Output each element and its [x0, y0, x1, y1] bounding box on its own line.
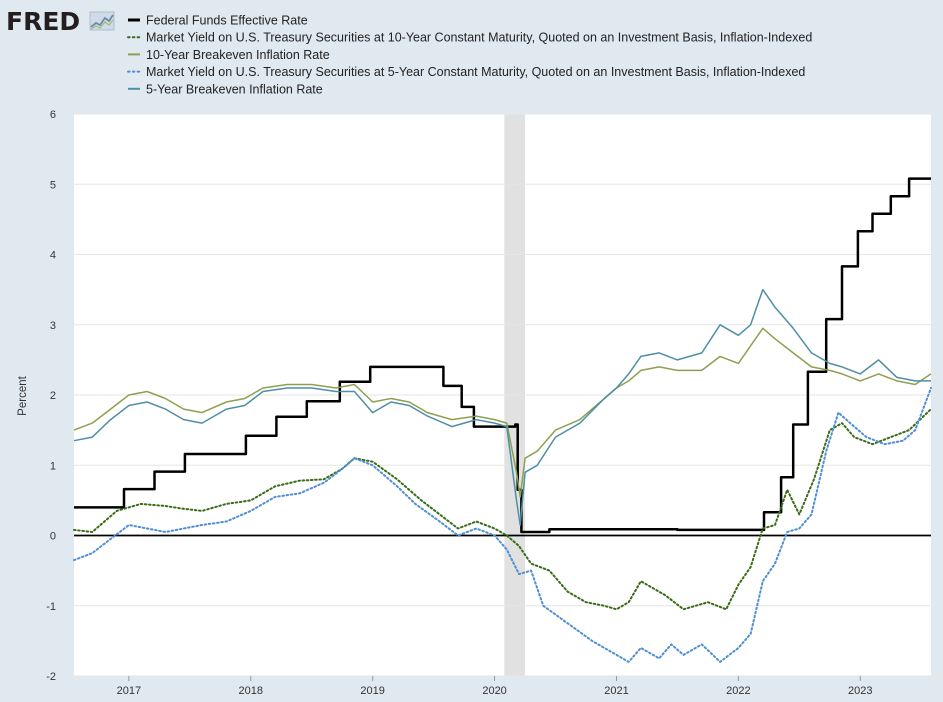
legend-label-3: 10-Year Breakeven Inflation Rate	[146, 48, 330, 62]
y-tick-label-3: 3	[50, 320, 56, 332]
fred-logo[interactable]: FRED	[6, 7, 115, 36]
x-tick-label-2022: 2022	[726, 685, 750, 697]
x-tick-label-2023: 2023	[848, 685, 872, 697]
y-tick-label-0: 0	[50, 531, 56, 543]
x-tick-label-2017: 2017	[117, 685, 141, 697]
y-tick-label-1: 1	[50, 460, 56, 472]
gridlines	[74, 113, 931, 677]
x-axis: 2017 2018 2019 2020 2021 2022 2023	[117, 676, 873, 697]
series-lines	[73, 177, 932, 663]
y-tick-label-4: 4	[50, 250, 56, 262]
y-axis: -2 -1 0 1 2 3 4 5 6	[46, 109, 56, 683]
y-tick-label-2: 2	[50, 390, 56, 402]
y-tick-label-6: 6	[50, 109, 56, 121]
y-tick-label--2: -2	[46, 671, 56, 683]
fred-logo-graph-icon	[89, 11, 115, 31]
legend-label-2: Market Yield on U.S. Treasury Securities…	[146, 31, 812, 45]
y-tick-label-5: 5	[50, 179, 56, 191]
x-tick-label-2020: 2020	[482, 685, 506, 697]
legend-label-4: Market Yield on U.S. Treasury Securities…	[146, 65, 805, 79]
fred-logo-text: FRED	[6, 7, 80, 36]
y-tick-label--1: -1	[46, 601, 56, 613]
x-tick-label-2021: 2021	[604, 685, 628, 697]
x-tick-label-2018: 2018	[239, 685, 263, 697]
legend: Federal Funds Effective Rate Market Yield…	[127, 14, 812, 96]
series-line-4	[73, 387, 932, 663]
series-line-2	[73, 408, 932, 611]
legend-label-5: 5-Year Breakeven Inflation Rate	[146, 82, 323, 96]
series-line-5	[73, 288, 931, 526]
legend-label-1: Federal Funds Effective Rate	[146, 14, 308, 28]
series-line-1	[74, 177, 931, 534]
series-line-3	[73, 327, 932, 498]
x-tick-label-2019: 2019	[360, 685, 384, 697]
y-axis-title: Percent	[17, 375, 29, 415]
